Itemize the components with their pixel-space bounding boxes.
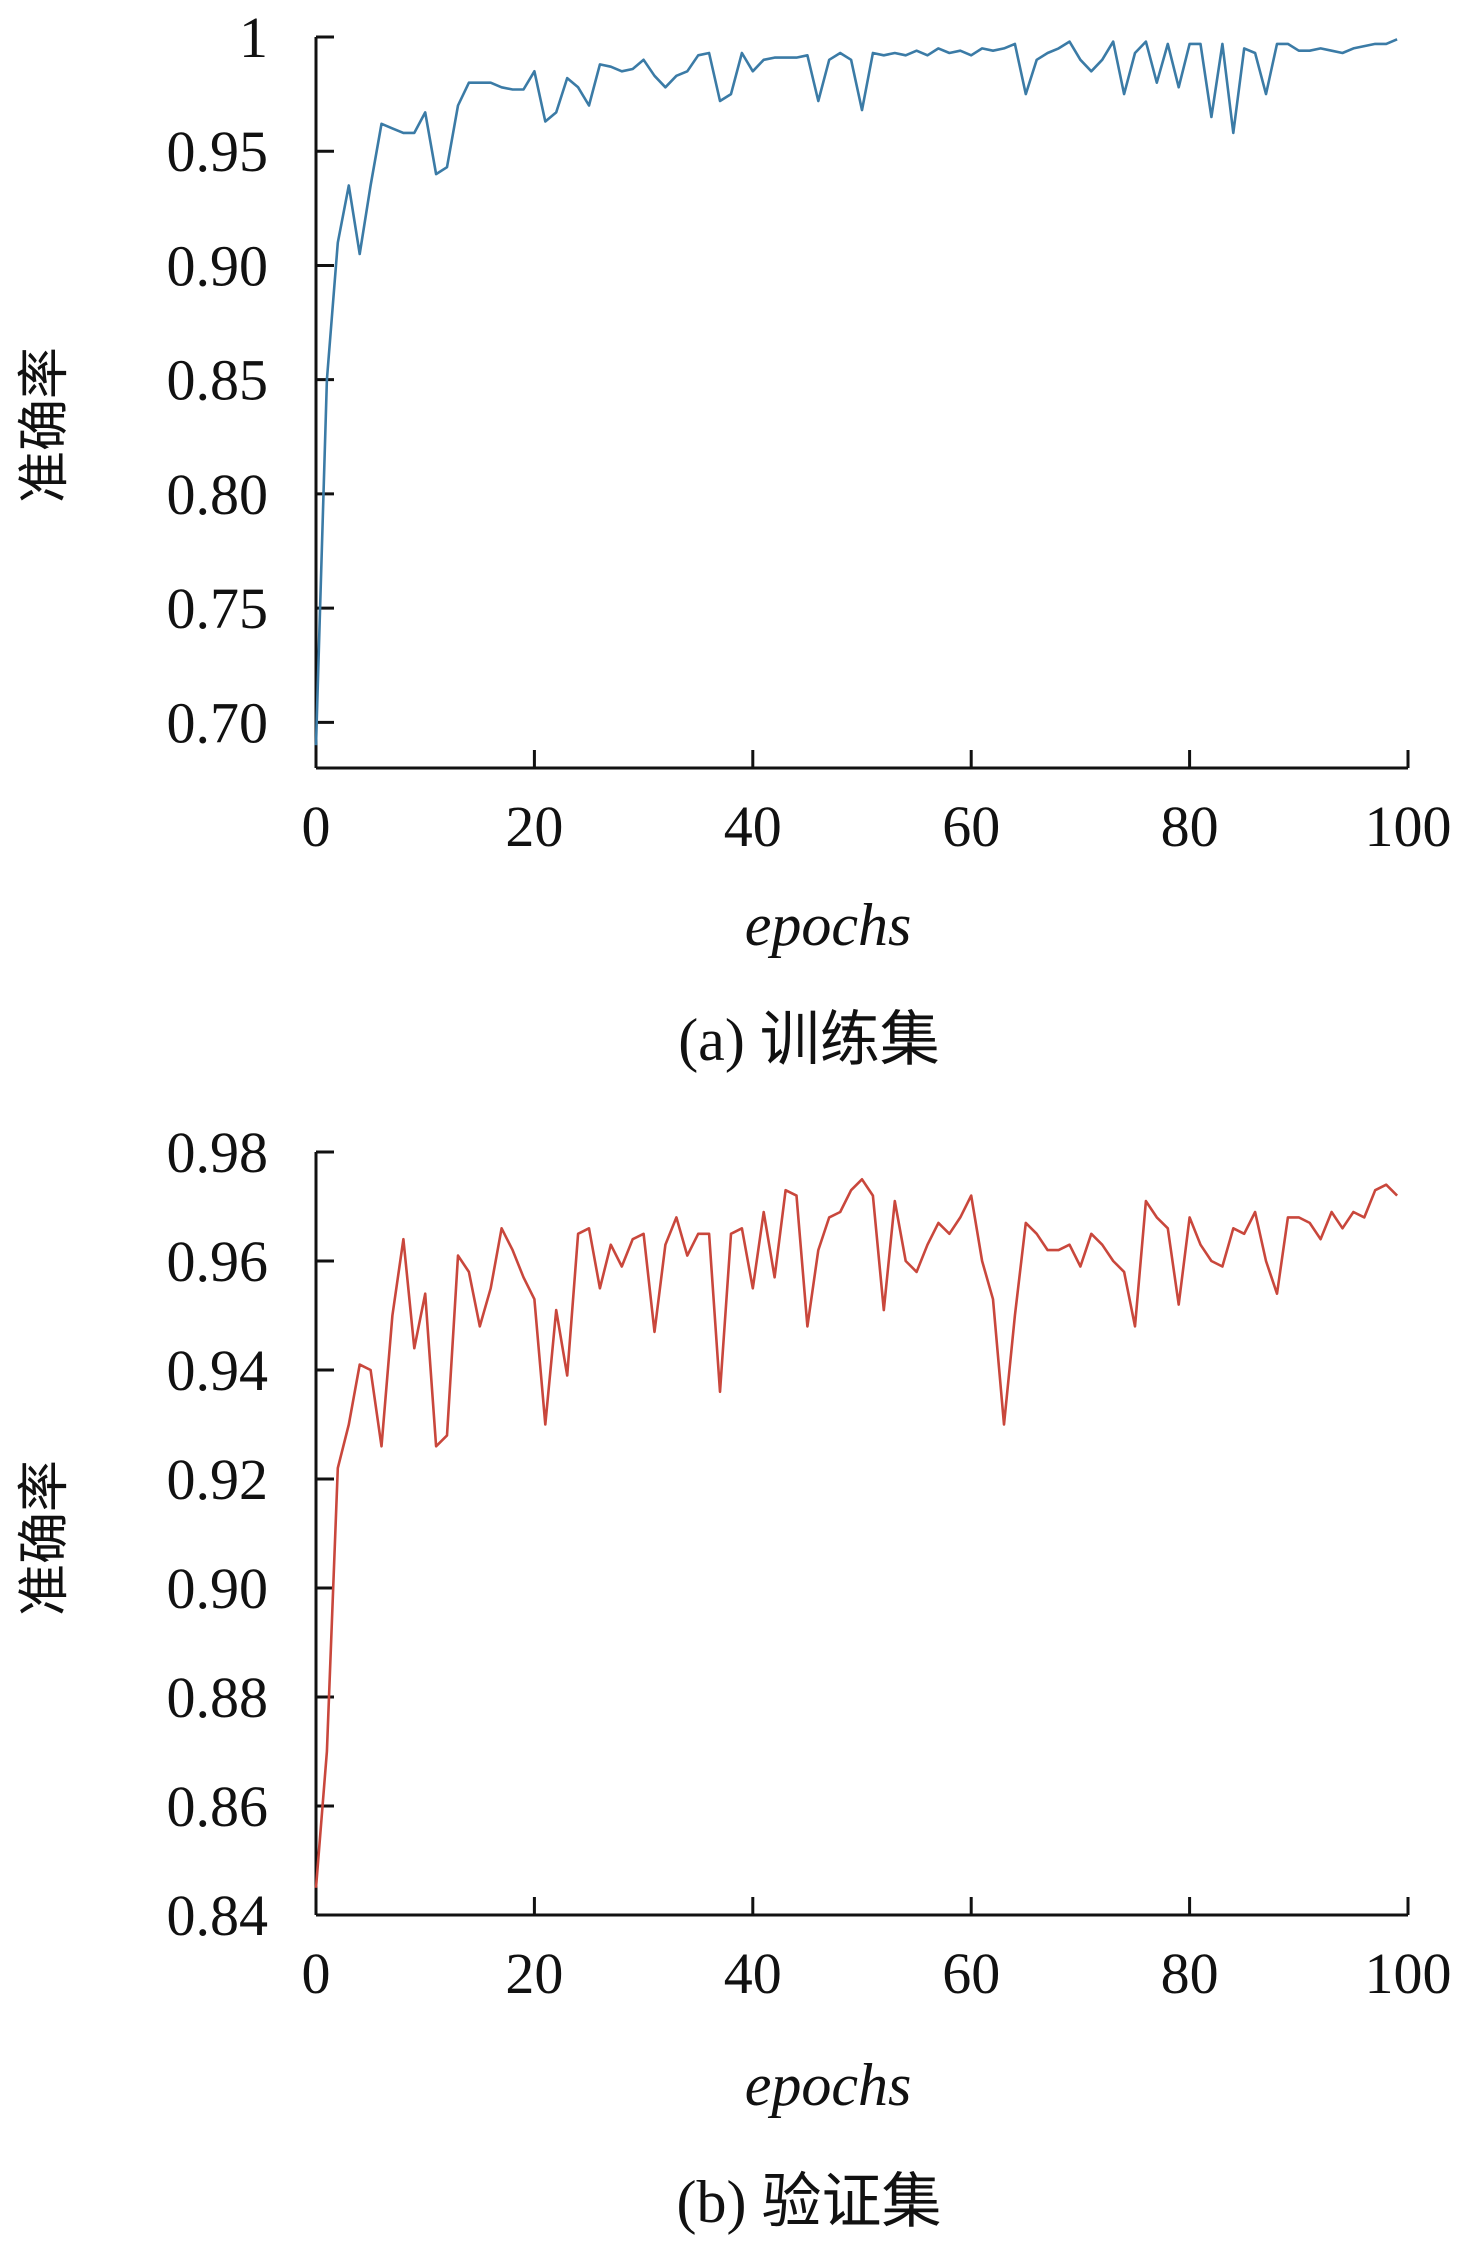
x-tick-label: 0 xyxy=(302,1941,331,2006)
y-tick-label: 0.98 xyxy=(167,1120,269,1185)
x-axis-label: epochs xyxy=(745,892,912,958)
x-tick-label: 60 xyxy=(942,794,1000,859)
y-tick-label: 1 xyxy=(239,5,268,70)
y-tick-label: 0.80 xyxy=(167,462,269,527)
y-tick-label: 0.94 xyxy=(167,1338,269,1403)
y-tick-label: 0.96 xyxy=(167,1229,269,1294)
chart-caption: (b) 验证集 xyxy=(677,2169,942,2235)
x-tick-label: 0 xyxy=(302,794,331,859)
chart-caption: (a) 训练集 xyxy=(678,1007,940,1073)
y-tick-label: 0.90 xyxy=(167,233,269,298)
y-tick-label: 0.95 xyxy=(167,119,269,184)
y-tick-label: 0.75 xyxy=(167,576,269,641)
x-tick-label: 80 xyxy=(1161,1941,1219,2006)
accuracy-series-line xyxy=(314,1178,1399,1888)
x-tick-label: 40 xyxy=(724,1941,782,2006)
y-tick-label: 0.92 xyxy=(167,1447,269,1512)
y-tick-label: 0.85 xyxy=(167,348,269,413)
y-tick-label: 0.88 xyxy=(167,1665,269,1730)
x-axis-label: epochs xyxy=(745,2052,912,2118)
x-tick-label: 40 xyxy=(724,794,782,859)
x-tick-label: 60 xyxy=(942,1941,1000,2006)
x-tick-label: 20 xyxy=(505,794,563,859)
y-axis-label: 准确率 xyxy=(15,347,75,503)
y-axis-label: 准确率 xyxy=(15,1460,75,1616)
x-tick-label: 20 xyxy=(505,1941,563,2006)
x-tick-label: 100 xyxy=(1365,1941,1452,2006)
y-tick-label: 0.90 xyxy=(167,1556,269,1621)
y-tick-label: 0.84 xyxy=(167,1883,269,1948)
y-tick-label: 0.86 xyxy=(167,1774,269,1839)
x-tick-label: 100 xyxy=(1365,794,1452,859)
x-tick-label: 80 xyxy=(1161,794,1219,859)
chart-panel-a: 准确率 epochs (a) 训练集 0.70 0.75 0.80 0.85 0.90 0… xyxy=(15,5,1452,1073)
accuracy-series-line xyxy=(314,38,1398,746)
chart-panel-b: 准确率 epochs (b) 验证集 0.84 0.86 0.88 0.90 0.92 0… xyxy=(15,1120,1452,2235)
y-tick-label: 0.70 xyxy=(167,690,269,755)
